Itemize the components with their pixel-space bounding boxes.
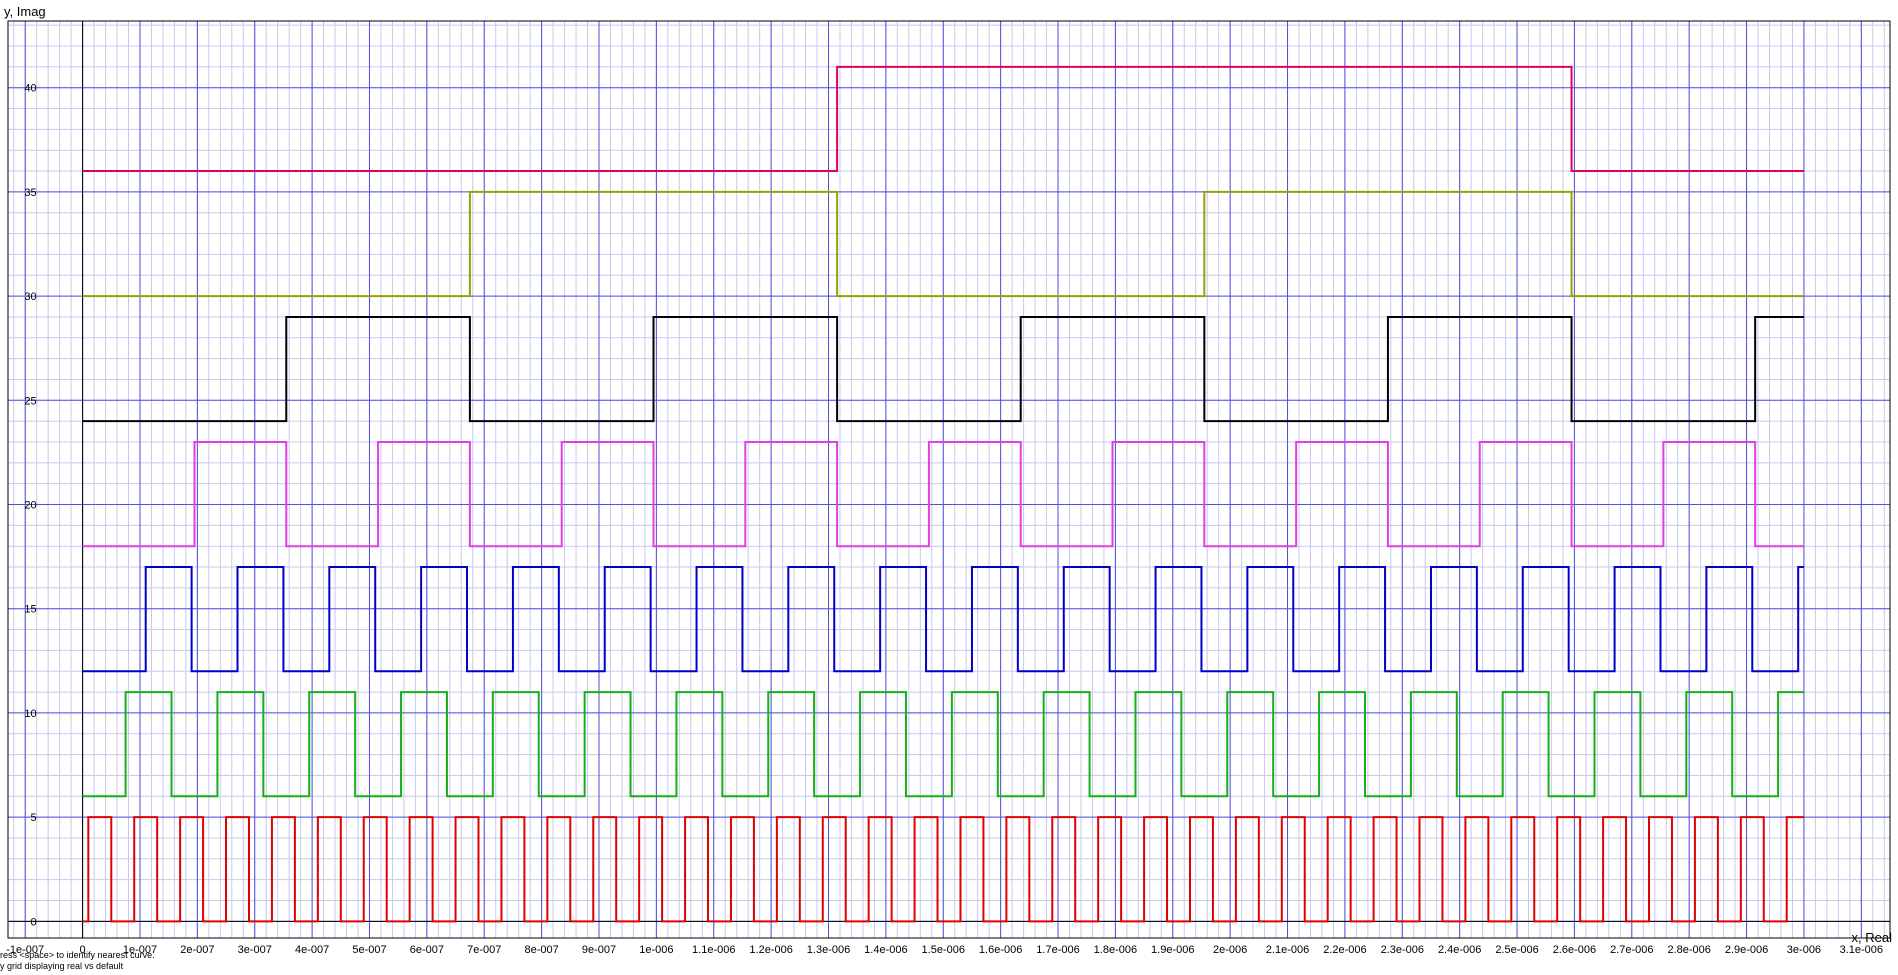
y-axis-label: y, Imag xyxy=(4,4,46,19)
y-tick-label: 15 xyxy=(24,604,36,616)
x-tick-label: 2.3e-006 xyxy=(1381,944,1424,956)
x-tick-label: 1.5e-006 xyxy=(922,944,965,956)
x-tick-label: 2.9e-006 xyxy=(1725,944,1768,956)
status-line-2: y grid displaying real vs default xyxy=(0,961,124,971)
x-tick-label: 2.7e-006 xyxy=(1610,944,1653,956)
x-tick-label: 0 xyxy=(80,944,86,956)
x-tick-label: 1e-006 xyxy=(639,944,673,956)
y-tick-label: 20 xyxy=(24,500,36,512)
series-line-7[interactable] xyxy=(82,65,1804,173)
x-tick-label: 1.7e-006 xyxy=(1036,944,1079,956)
x-tick-label: 9e-007 xyxy=(582,944,616,956)
y-tick-label: 25 xyxy=(24,395,36,407)
x-tick-label: 1.9e-006 xyxy=(1151,944,1194,956)
x-tick-label: 1.6e-006 xyxy=(979,944,1022,956)
y-tick-label: 0 xyxy=(30,916,36,928)
series-line-2[interactable] xyxy=(82,691,1804,798)
x-tick-label: 1.4e-006 xyxy=(864,944,907,956)
x-tick-label: 7e-007 xyxy=(467,944,501,956)
x-tick-label: 2.4e-006 xyxy=(1438,944,1481,956)
x-tick-label: 2e-007 xyxy=(180,944,214,956)
x-tick-label: 4e-007 xyxy=(295,944,329,956)
series-layer[interactable] xyxy=(82,65,1804,923)
series-line-6[interactable] xyxy=(82,190,1804,298)
y-tick-label: 5 xyxy=(30,812,36,824)
y-tick-label: 40 xyxy=(24,83,36,95)
series-line-3[interactable] xyxy=(82,566,1804,673)
series-line-4[interactable] xyxy=(82,440,1804,548)
x-tick-label: 2.8e-006 xyxy=(1667,944,1710,956)
status-line-1: ress <space> to identify nearest curve. xyxy=(0,950,155,960)
x-axis-label: x, Real xyxy=(1852,930,1893,945)
series-line-5[interactable] xyxy=(82,315,1804,423)
x-tick-label: 3e-007 xyxy=(238,944,272,956)
series-line-1[interactable] xyxy=(82,816,1804,923)
x-tick-label: 6e-007 xyxy=(410,944,444,956)
y-tick-label: 10 xyxy=(24,708,36,720)
x-tick-label: 8e-007 xyxy=(524,944,558,956)
y-tick-label: 35 xyxy=(24,187,36,199)
x-tick-label: 2.5e-006 xyxy=(1495,944,1538,956)
x-tick-label: 1.2e-006 xyxy=(749,944,792,956)
x-tick-label: 3e-006 xyxy=(1787,944,1821,956)
x-tick-label: 2e-006 xyxy=(1213,944,1247,956)
x-tick-label: 1.1e-006 xyxy=(692,944,735,956)
x-tick-label: 1.8e-006 xyxy=(1094,944,1137,956)
x-tick-label: 2.1e-006 xyxy=(1266,944,1309,956)
x-tick-label: 3.1e-006 xyxy=(1840,944,1883,956)
tick-labels: -1e-007 0 1e-007 2e-007 3e-007 4e-007 5e-007 6e… xyxy=(6,83,1883,956)
plot-frame xyxy=(7,20,1891,939)
x-tick-label: -1e-007 xyxy=(6,944,44,956)
x-tick-label: 1e-007 xyxy=(123,944,157,956)
minor-grid xyxy=(8,21,1890,938)
x-tick-label: 2.2e-006 xyxy=(1323,944,1366,956)
x-tick-label: 2.6e-006 xyxy=(1553,944,1596,956)
x-tick-label: 5e-007 xyxy=(352,944,386,956)
y-tick-label: 30 xyxy=(24,291,36,303)
x-tick-label: 1.3e-006 xyxy=(807,944,850,956)
